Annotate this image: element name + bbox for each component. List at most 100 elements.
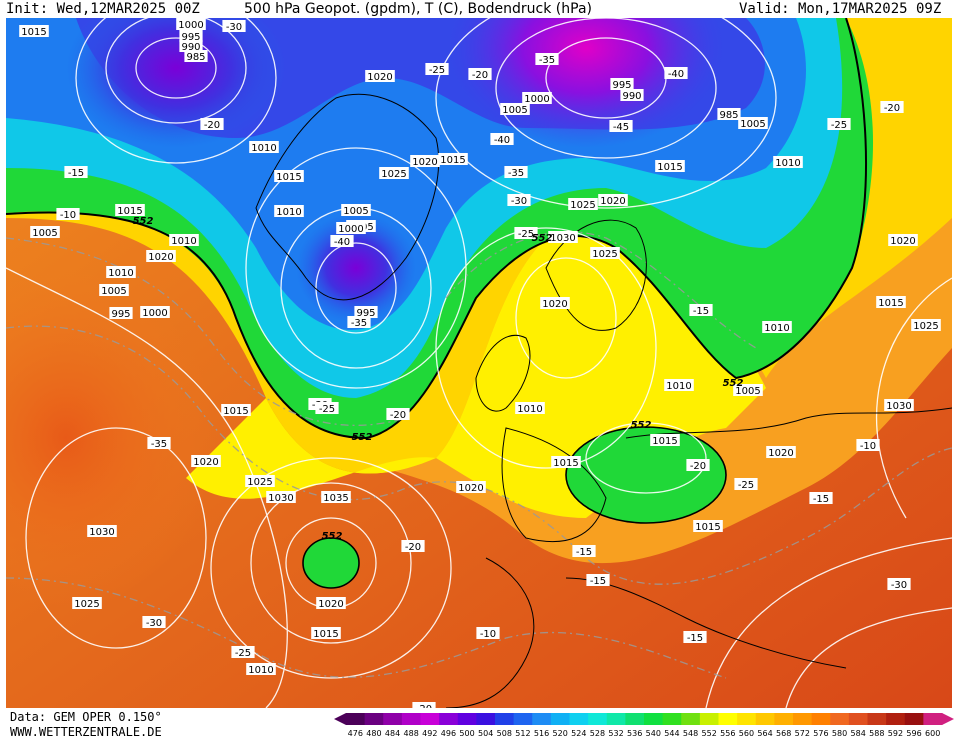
- svg-text:1025: 1025: [592, 249, 617, 260]
- colorbar-swatch: [699, 713, 719, 725]
- svg-text:-35: -35: [151, 439, 167, 450]
- colorbar-tick-label: 564: [757, 729, 772, 738]
- colorbar-tick-label: 532: [608, 729, 623, 738]
- pressure-label: 1010: [664, 379, 694, 392]
- svg-text:-25: -25: [429, 65, 445, 76]
- temperature-label: -20: [880, 101, 904, 114]
- svg-text:1025: 1025: [381, 169, 406, 180]
- contour-552-labels: 552 552 552 552 552 552: [133, 216, 744, 542]
- pressure-label: 1010: [249, 141, 279, 154]
- contour-552-label: 552: [322, 531, 343, 542]
- colorbar-tick-label: 556: [720, 729, 735, 738]
- svg-text:-20: -20: [884, 103, 900, 114]
- pressure-label: 1000: [522, 92, 552, 105]
- colorbar-tick-label: 528: [590, 729, 605, 738]
- pressure-label: 995: [354, 306, 378, 319]
- colorbar-swatch: [476, 713, 496, 725]
- temperature-label: -30: [887, 578, 911, 591]
- svg-text:1020: 1020: [367, 72, 392, 83]
- pressure-label: 985: [184, 50, 208, 63]
- svg-text:1000: 1000: [142, 308, 167, 319]
- colorbar-tick-label: 580: [832, 729, 847, 738]
- svg-text:1020: 1020: [600, 196, 625, 207]
- cutoff-low-balkans: [565, 426, 727, 524]
- svg-text:-45: -45: [613, 122, 629, 133]
- colorbar-swatch: [550, 713, 570, 725]
- svg-text:1025: 1025: [74, 599, 99, 610]
- contour-552-label: 552: [352, 432, 373, 443]
- svg-text:1015: 1015: [657, 162, 682, 173]
- svg-text:-15: -15: [576, 547, 592, 558]
- temperature-label: -10: [56, 208, 80, 221]
- pressure-label: 1025: [590, 247, 620, 260]
- pressure-label: 1015: [655, 160, 685, 173]
- svg-text:-10: -10: [60, 210, 76, 221]
- contour-552-label: 552: [532, 233, 553, 244]
- svg-text:990: 990: [622, 91, 641, 102]
- contour-552: [6, 18, 868, 440]
- svg-text:-20: -20: [416, 704, 432, 708]
- svg-text:-20: -20: [204, 120, 220, 131]
- polar-vortex-east: [446, 18, 726, 148]
- svg-text:1010: 1010: [764, 323, 789, 334]
- pressure-label: 1005: [341, 204, 371, 217]
- temperature-label: -30: [142, 616, 166, 629]
- pressure-label: 1020: [888, 234, 918, 247]
- svg-text:-40: -40: [494, 135, 510, 146]
- pressure-label: 1015: [115, 204, 145, 217]
- colorbar-swatch: [606, 713, 626, 725]
- svg-text:-30: -30: [226, 22, 242, 33]
- temperature-label: -30: [507, 194, 531, 207]
- temperature-label: -25: [231, 646, 255, 659]
- colorbar-tick-label: 600: [925, 729, 940, 738]
- colorbar-tick-label: 584: [851, 729, 866, 738]
- svg-text:1020: 1020: [318, 599, 343, 610]
- colorbar-tick-label: 552: [702, 729, 717, 738]
- pressure-label: 1010: [106, 266, 136, 279]
- svg-text:-15: -15: [693, 306, 709, 317]
- colorbar-swatch: [793, 713, 813, 725]
- svg-text:990: 990: [181, 42, 200, 53]
- colorbar-swatch: [681, 713, 701, 725]
- svg-text:1035: 1035: [323, 493, 348, 504]
- svg-text:1020: 1020: [768, 448, 793, 459]
- svg-text:1000: 1000: [338, 224, 363, 235]
- cutoff-low-atlantic: [302, 537, 360, 589]
- colorbar-tick-label: 540: [646, 729, 661, 738]
- temperature-label: -35: [147, 437, 171, 450]
- svg-text:-20: -20: [690, 461, 706, 472]
- pressure-label: 1030: [87, 525, 117, 538]
- pressure-label: 1010: [169, 234, 199, 247]
- svg-text:1020: 1020: [890, 236, 915, 247]
- pressure-label: 1015: [274, 170, 304, 183]
- pressure-label: 1020: [598, 194, 628, 207]
- colorbar-tick-label: 492: [422, 729, 437, 738]
- pressure-label: 995: [179, 30, 203, 43]
- colorbar-tick-label: 548: [683, 729, 698, 738]
- pressure-label: 1005: [30, 226, 60, 239]
- coastlines: [255, 93, 952, 708]
- svg-text:-35: -35: [351, 318, 367, 329]
- colorbar-tick-label: 536: [627, 729, 642, 738]
- svg-text:1010: 1010: [171, 236, 196, 247]
- colorbar-swatch: [439, 713, 459, 725]
- svg-text:1015: 1015: [553, 458, 578, 469]
- colorbar-swatch: [457, 713, 477, 725]
- svg-text:-40: -40: [668, 69, 684, 80]
- temperature-label: -15: [586, 574, 610, 587]
- svg-text:1010: 1010: [666, 381, 691, 392]
- temperature-label: -20: [686, 459, 710, 472]
- svg-text:-35: -35: [508, 168, 524, 179]
- temperature-label: -10: [856, 439, 880, 452]
- pressure-label: 1025: [911, 319, 941, 332]
- svg-text:1005: 1005: [32, 228, 57, 239]
- temperature-label: -20: [412, 702, 436, 708]
- svg-text:-35: -35: [539, 55, 555, 66]
- colorbar-tick-label: 568: [776, 729, 791, 738]
- colorbar-swatch: [495, 713, 515, 725]
- colorbar-swatch: [867, 713, 887, 725]
- temperature-label: -25: [425, 63, 449, 76]
- pressure-label: 1015: [19, 25, 49, 38]
- pressure-label: 1025: [379, 167, 409, 180]
- pressure-label: 995: [109, 307, 133, 320]
